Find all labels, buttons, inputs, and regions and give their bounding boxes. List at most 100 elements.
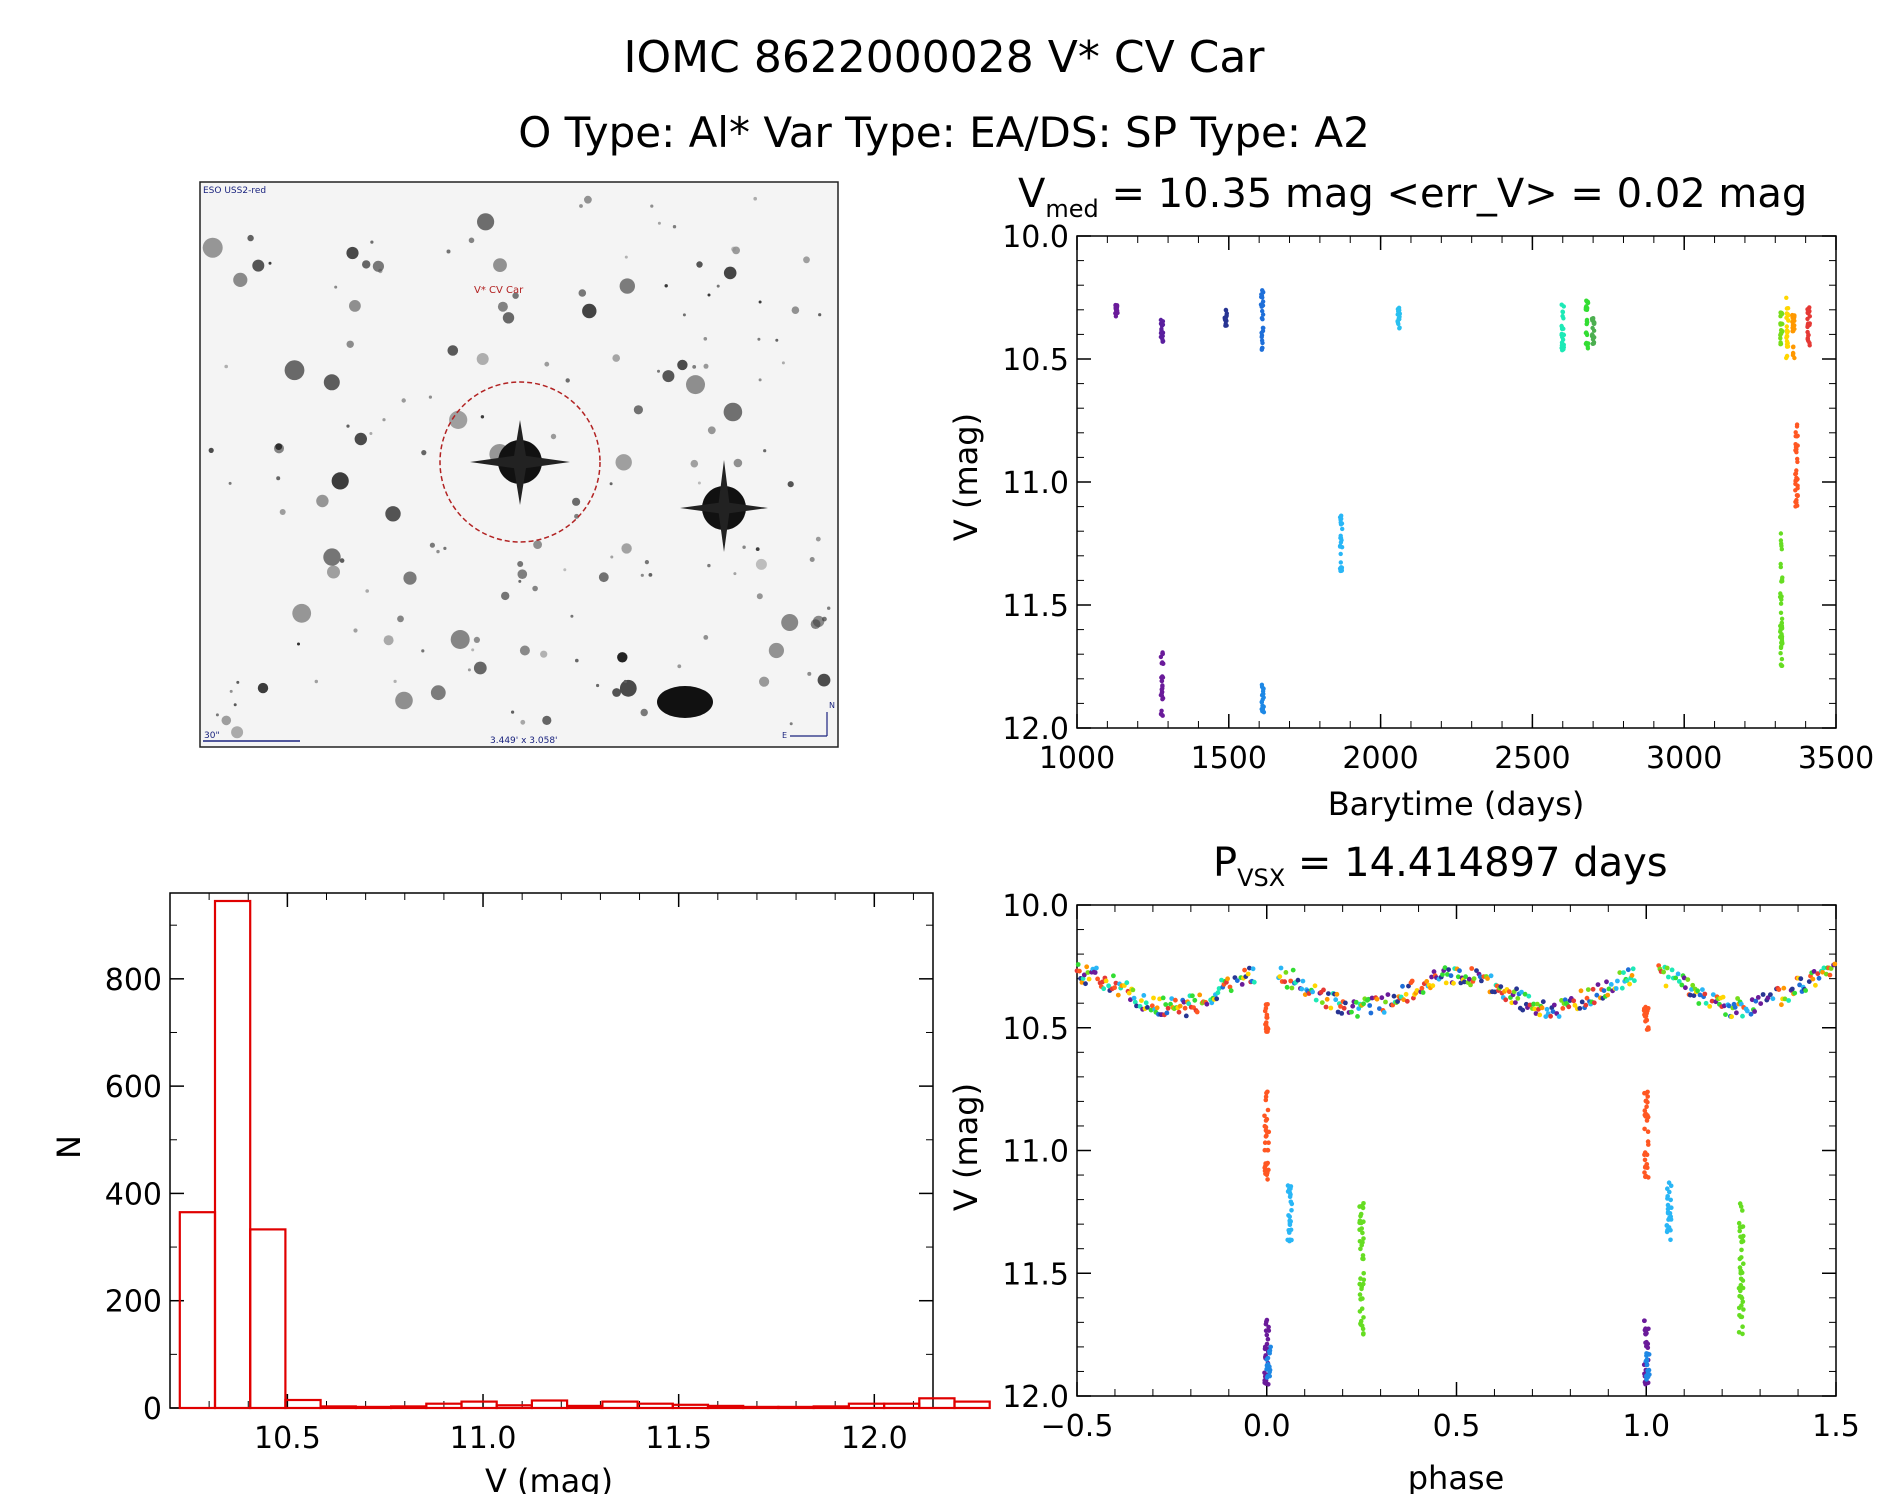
phased-point — [1665, 1186, 1670, 1191]
lightcurve-point — [1778, 538, 1784, 543]
phased-xlabel: phase — [1408, 1459, 1505, 1494]
lightcurve-point — [1791, 351, 1796, 356]
lightcurve-title-sub: med — [1045, 195, 1098, 223]
phased-point — [1740, 1285, 1746, 1291]
lightcurve-point — [1591, 341, 1596, 346]
phased-point — [1737, 1228, 1742, 1234]
field-star — [540, 650, 548, 658]
phased-point — [1350, 1003, 1356, 1009]
lightcurve-point — [1785, 306, 1791, 311]
phased-point — [1101, 986, 1107, 992]
lightcurve-title: Vmed = 10.35 mag <err_V> = 0.02 mag — [1018, 171, 1807, 223]
phased-point — [1092, 970, 1098, 975]
field-star — [732, 246, 740, 255]
phased-point — [1702, 991, 1708, 997]
phased-point — [1513, 1000, 1518, 1005]
field-star — [617, 652, 628, 663]
phased-point — [1343, 1000, 1348, 1006]
phased-point — [1265, 1107, 1271, 1113]
phased-point — [1601, 988, 1607, 993]
field-star — [275, 443, 283, 450]
field-star — [789, 722, 793, 726]
field-star — [252, 259, 265, 272]
lightcurve-point — [1778, 610, 1784, 615]
phased-point — [1615, 978, 1620, 984]
lightcurve-point — [1584, 317, 1590, 323]
field-star — [803, 256, 810, 264]
lightcurve-point — [1805, 324, 1810, 330]
phased-point — [1820, 969, 1825, 975]
lightcurve-point — [1223, 307, 1229, 313]
phased-point — [1361, 1271, 1366, 1276]
phased-point — [1685, 977, 1691, 982]
lightcurve-xtick-label: 3500 — [1798, 741, 1874, 776]
lightcurve-point — [1590, 317, 1596, 322]
field-star — [664, 284, 668, 288]
lightcurve-point — [1784, 342, 1790, 347]
phased-point — [1197, 992, 1203, 998]
phased-point — [1735, 996, 1740, 1001]
phased-point — [1264, 1012, 1270, 1018]
lightcurve-point — [1337, 543, 1343, 549]
phased-point — [1736, 1330, 1742, 1335]
lightcurve-point — [1780, 640, 1785, 646]
phased-xtick-label: 0.5 — [1433, 1409, 1481, 1444]
phased-point — [1263, 1328, 1269, 1333]
lightcurve-ytick-label: 12.0 — [1002, 712, 1069, 747]
field-star — [518, 579, 522, 583]
field-star — [497, 301, 508, 312]
compass: N E — [782, 701, 835, 740]
phased-point — [1349, 1009, 1354, 1015]
phased-point — [1268, 1344, 1273, 1350]
field-star — [471, 648, 475, 652]
lightcurve-point — [1259, 330, 1264, 335]
field-star — [640, 708, 648, 717]
phased-point — [1357, 1239, 1363, 1244]
lightcurve-point — [1584, 330, 1589, 335]
phased-point — [1262, 1370, 1267, 1376]
phased-point — [1668, 1197, 1673, 1203]
histogram-ylabel: N — [50, 1135, 88, 1159]
lightcurve-point — [1160, 683, 1165, 688]
phased-point — [1707, 1004, 1713, 1009]
lightcurve-point — [1559, 323, 1564, 329]
field-star — [633, 405, 644, 415]
field-star — [339, 558, 345, 563]
phased-point — [1277, 974, 1283, 979]
field-star — [807, 671, 812, 676]
lightcurve-point — [1260, 312, 1266, 317]
lightcurve-point — [1159, 678, 1165, 684]
phased-point — [1079, 980, 1085, 985]
phased-point — [1758, 1001, 1764, 1006]
phased-point — [1643, 1331, 1648, 1337]
field-star — [609, 482, 613, 486]
phased-point — [1683, 985, 1688, 991]
phased-point — [1806, 979, 1812, 984]
target-label: V* CV Car — [474, 285, 524, 296]
field-star — [316, 494, 329, 508]
phased-point — [1242, 967, 1247, 973]
lightcurve-point — [1590, 332, 1595, 337]
lightcurve-point — [1795, 493, 1800, 499]
phased-point — [1186, 1001, 1192, 1007]
lightcurve-point — [1160, 697, 1165, 702]
lightcurve-point — [1560, 334, 1565, 340]
field-star — [378, 268, 383, 274]
phased-point — [1667, 1189, 1672, 1195]
histogram-bar — [530, 1399, 569, 1410]
phased-point — [1366, 996, 1371, 1002]
phased-point — [1333, 997, 1339, 1003]
phased-point — [1359, 1286, 1364, 1292]
phased-point — [1792, 990, 1798, 996]
phased-point — [1429, 974, 1434, 980]
phased-point — [1506, 989, 1512, 995]
phased-ytick-label: 10.0 — [1002, 889, 1069, 924]
phased-point — [1556, 1014, 1562, 1019]
phased-point — [1406, 983, 1411, 989]
phased-point — [1338, 1004, 1343, 1009]
phased-point — [1414, 988, 1420, 993]
phased-point — [1544, 1006, 1550, 1012]
scale-label: 30" — [204, 731, 220, 741]
phased-point — [1539, 1005, 1545, 1011]
phased-point — [1703, 1000, 1709, 1006]
